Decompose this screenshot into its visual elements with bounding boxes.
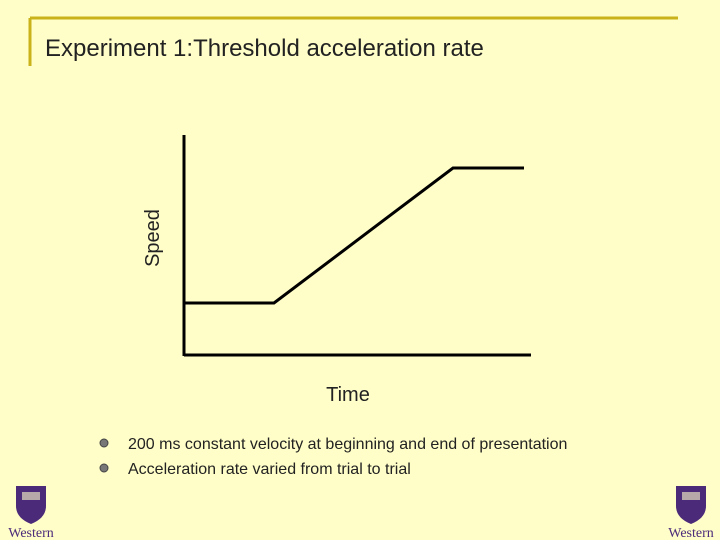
logo-text: Western [8, 526, 54, 540]
bullet-text: Acceleration rate varied from trial to t… [128, 461, 411, 478]
diagram: Speed Time [142, 135, 531, 406]
logo: Western [8, 486, 54, 540]
title: Experiment 1:Threshold acceleration rate [45, 35, 484, 62]
bullet-text: 200 ms constant velocity at beginning an… [128, 436, 567, 453]
logo: Western [668, 486, 714, 540]
bullet-marker [99, 463, 109, 473]
x-axis-label: Time [326, 384, 370, 406]
bullet-list: 200 ms constant velocity at beginning an… [99, 436, 567, 478]
logo-crest-detail [682, 492, 700, 500]
y-axis-label: Speed [142, 209, 164, 267]
logo-crest-detail [22, 492, 40, 500]
bullet-marker [99, 438, 109, 448]
speed-profile [184, 166, 524, 305]
logo-text: Western [668, 526, 714, 540]
